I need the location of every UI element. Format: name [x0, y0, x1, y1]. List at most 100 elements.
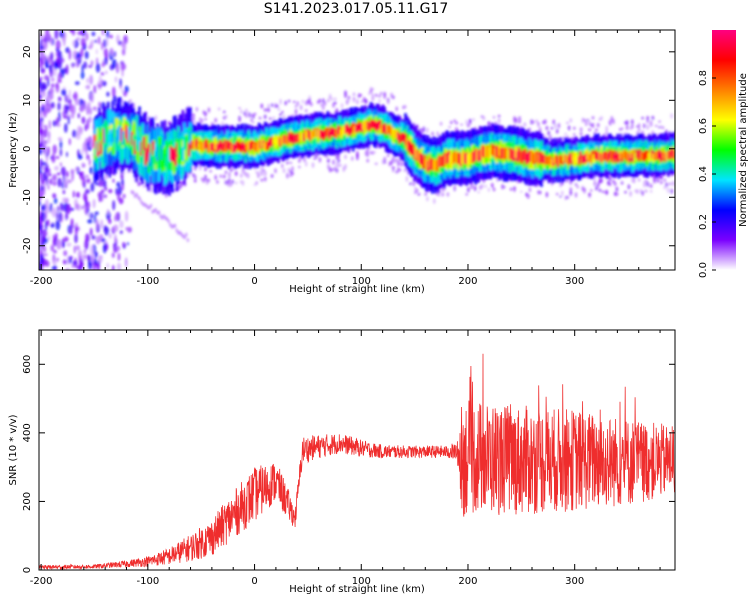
spectrogram-cell — [64, 94, 68, 103]
spectrogram-cell — [84, 200, 88, 207]
spectrogram-cell — [344, 90, 347, 95]
spectrogram-cell — [359, 94, 363, 97]
spectrogram-cell — [380, 124, 383, 134]
spectrogram-cell — [121, 40, 126, 49]
spectrogram-cell — [187, 173, 190, 178]
spectrogram-cell — [484, 146, 488, 158]
snr-y-tick-label: 0 — [22, 567, 33, 573]
spectrogram-cell — [429, 159, 433, 171]
spectrogram-cell — [564, 154, 567, 164]
spectrogram-cell — [244, 144, 247, 153]
spectrogram-cell — [77, 113, 81, 119]
spectrogram-cell — [637, 152, 640, 162]
spectrogram-cell — [241, 180, 245, 186]
spectrogram-cell — [100, 219, 103, 229]
spectrogram-cell — [440, 155, 443, 167]
spectrogram-cell — [95, 235, 101, 245]
spectrogram-cell — [610, 153, 613, 163]
spectrogram-cell — [608, 149, 612, 159]
spectrogram-cell — [72, 40, 76, 47]
spectrogram-cell — [109, 132, 113, 147]
spectrogram-cell — [615, 186, 619, 192]
spectrogram-cell — [352, 92, 356, 97]
spectrogram-cell — [644, 150, 648, 159]
spectrogram-cell — [426, 160, 430, 172]
spectrogram-cell — [147, 143, 150, 158]
spectrogram-cell — [465, 152, 469, 164]
spectrogram-cell — [390, 126, 394, 136]
spectrogram-cell — [405, 138, 409, 150]
spectrogram-cell — [543, 155, 546, 164]
spectrogram-cell — [42, 124, 46, 128]
spectrogram-cell — [40, 49, 44, 59]
spectrogram-cell — [52, 120, 57, 127]
spectrogram-cell — [84, 51, 89, 60]
spectrogram-cell — [81, 116, 86, 125]
spectrogram-cell — [661, 126, 665, 130]
spectrogram-cell — [410, 143, 413, 155]
spectrogram-cell — [77, 30, 83, 36]
spectrogram-cell — [369, 119, 373, 129]
page-title: S141.2023.017.05.11.G17 — [263, 1, 449, 17]
spectrogram-cell — [238, 142, 241, 152]
spectrogram-cell — [86, 118, 90, 130]
spectrogram-cell — [59, 162, 62, 167]
spectrogram-cell — [354, 123, 358, 133]
spectrogram-cell — [187, 127, 191, 153]
spectrogram-cell — [126, 242, 129, 246]
spectrogram-cell — [448, 125, 451, 129]
spectrogram-cell — [248, 142, 252, 151]
spectrogram-cell — [598, 152, 601, 161]
spectrogram-cell — [124, 124, 128, 139]
spectrogram-cell — [68, 138, 71, 146]
spectrogram-cell — [63, 250, 68, 257]
spectrogram-cell — [82, 163, 86, 168]
spectrogram-cell — [556, 158, 560, 168]
spectrogram-cell — [64, 177, 69, 187]
spectrogram-cell — [511, 150, 515, 162]
spectrogram-cell — [97, 191, 103, 198]
spectrogram-cell — [112, 123, 116, 138]
spectrogram-cell — [426, 196, 429, 202]
spectrogram-cell — [505, 146, 509, 159]
spectrogram-cell — [178, 140, 182, 155]
spectrogram-cell — [529, 150, 533, 162]
spectrogram-cell — [318, 157, 322, 163]
spectrogram-cell — [151, 145, 155, 171]
spectrogram-cell — [313, 128, 316, 138]
spectrogram-cell — [142, 136, 146, 151]
spectrogram-cell — [74, 203, 80, 210]
spectrogram-cell — [635, 149, 639, 159]
spectrogram-cell — [608, 182, 612, 186]
spectrogram-cell — [81, 176, 86, 188]
spectrogram-cell — [544, 156, 548, 165]
spectrogram-cell — [144, 134, 147, 159]
spectrogram-cell — [204, 118, 207, 121]
spectrogram-cell — [550, 158, 554, 168]
spectrogram-cell — [665, 151, 669, 161]
spectrogram-cell — [555, 192, 559, 196]
spectrogram-cell — [114, 117, 117, 143]
spectrogram-cell — [664, 152, 667, 162]
spectrogram-cell — [248, 112, 252, 118]
spectrogram-cell — [549, 156, 552, 165]
spectrogram-cell — [486, 145, 489, 157]
spectrogram-cell — [321, 106, 325, 110]
spectrogram-cell — [366, 148, 370, 152]
spectrogram-cell — [90, 253, 94, 263]
spectrogram-cell — [459, 155, 463, 167]
spectrogram-cell — [92, 106, 97, 111]
spectrogram-cell — [642, 123, 646, 129]
spectrogram-cell — [636, 189, 639, 194]
spectrogram-cell — [545, 126, 549, 130]
spectrogram-cell — [74, 226, 78, 235]
spectrogram-cell — [87, 101, 91, 109]
spectrogram-cell — [157, 144, 161, 159]
spectrogram-cell — [399, 133, 403, 143]
spectrogram-cell — [39, 184, 42, 192]
spectrogram-cell — [540, 152, 543, 164]
spectrogram-cell — [183, 235, 186, 240]
spectrogram-cell — [559, 195, 562, 198]
colorbar-tick-label: 0.4 — [698, 166, 709, 182]
